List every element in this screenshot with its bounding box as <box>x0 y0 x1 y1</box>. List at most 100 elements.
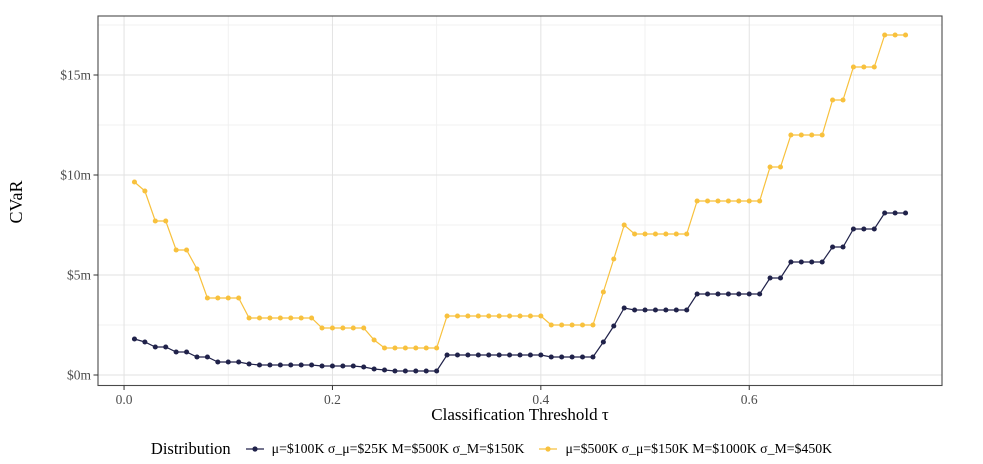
data-point <box>652 307 659 313</box>
data-point <box>163 218 169 224</box>
data-point <box>173 247 179 253</box>
data-point <box>569 322 575 328</box>
data-point <box>423 368 429 374</box>
data-point <box>402 368 408 374</box>
panel-border-rect <box>97 15 943 387</box>
data-point <box>819 259 825 265</box>
series-line-1 <box>134 212 906 372</box>
data-point <box>465 313 471 319</box>
data-point <box>736 291 742 297</box>
data-point <box>288 315 294 321</box>
data-point <box>142 188 148 194</box>
data-point <box>371 337 377 343</box>
data-point <box>663 307 669 313</box>
data-point <box>277 315 283 321</box>
data-point <box>309 315 315 321</box>
data-point <box>673 231 679 237</box>
data-point <box>757 291 763 297</box>
data-point <box>371 366 377 372</box>
data-point <box>131 336 138 342</box>
data-point <box>621 222 627 228</box>
data-point <box>225 295 231 301</box>
data-point <box>809 259 815 265</box>
data-point <box>830 244 836 250</box>
data-point <box>392 345 398 351</box>
legend-title: Distribution <box>150 439 231 458</box>
y-axis-title: CVaR <box>6 180 26 223</box>
data-point <box>444 313 450 319</box>
data-point <box>725 198 731 204</box>
data-point <box>309 362 315 368</box>
data-point <box>861 64 867 70</box>
data-point <box>559 354 565 360</box>
data-point <box>381 345 388 351</box>
data-point <box>621 305 627 311</box>
data-point <box>684 231 690 237</box>
data-point <box>684 307 690 313</box>
data-point <box>277 362 283 368</box>
data-point <box>423 345 429 351</box>
data-point <box>871 226 877 232</box>
data-point <box>559 322 565 328</box>
data-point <box>705 198 711 204</box>
data-point <box>142 339 148 345</box>
legend: Distribution μ=$100K σ_μ=$25K M=$500K σ_… <box>0 436 983 462</box>
data-point <box>184 247 190 253</box>
data-point <box>361 325 367 331</box>
data-point <box>538 352 544 358</box>
data-point <box>767 164 773 170</box>
data-point <box>777 275 784 281</box>
data-point <box>496 313 502 319</box>
data-point <box>163 344 169 350</box>
y-tick-labels: $0m $5m $10m $15m <box>60 68 91 383</box>
data-point <box>902 32 909 38</box>
x-tick-label: 0.4 <box>532 392 549 407</box>
data-point <box>830 97 836 103</box>
data-point <box>538 313 544 319</box>
data-point <box>131 179 138 185</box>
series-line-2 <box>134 34 906 349</box>
gridlines-major <box>98 16 942 386</box>
data-point <box>694 198 700 204</box>
x-tick-label: 0.0 <box>116 392 133 407</box>
data-point <box>819 132 825 138</box>
data-point <box>798 259 804 265</box>
data-point <box>757 198 763 204</box>
cvar-chart: 0.0 0.2 0.4 0.6 $0m $5m $10m $15m Classificati… <box>6 15 943 424</box>
data-point <box>204 354 210 360</box>
data-point <box>788 259 794 265</box>
data-point <box>611 323 617 329</box>
data-point <box>579 322 586 328</box>
data-point <box>413 368 419 374</box>
data-point <box>486 352 492 358</box>
axis-tick-marks <box>93 74 750 390</box>
data-point <box>579 354 586 360</box>
data-point <box>673 307 679 313</box>
y-tick-label: $5m <box>67 268 92 283</box>
data-point <box>288 362 294 368</box>
data-point <box>392 368 398 374</box>
data-point <box>642 231 648 237</box>
data-point <box>225 359 231 365</box>
data-point <box>329 363 335 369</box>
data-point <box>527 352 533 358</box>
data-point <box>548 354 554 360</box>
data-point <box>840 97 846 103</box>
data-point <box>444 352 450 358</box>
data-point <box>236 295 242 301</box>
legend-item-series2: μ=$500K σ_μ=$150K M=$1000K σ_M=$450K <box>538 441 832 457</box>
data-point <box>256 362 263 368</box>
data-point <box>496 352 502 358</box>
data-point <box>517 313 523 319</box>
data-point <box>215 295 221 301</box>
x-axis-title: Classification Threshold τ <box>431 405 609 424</box>
data-point <box>777 164 784 170</box>
data-point <box>882 32 888 38</box>
data-point <box>340 363 346 369</box>
data-point <box>600 339 606 345</box>
data-point <box>215 359 221 365</box>
data-point <box>882 210 888 216</box>
data-point <box>892 32 898 38</box>
data-point <box>298 362 304 368</box>
data-point <box>267 315 273 321</box>
